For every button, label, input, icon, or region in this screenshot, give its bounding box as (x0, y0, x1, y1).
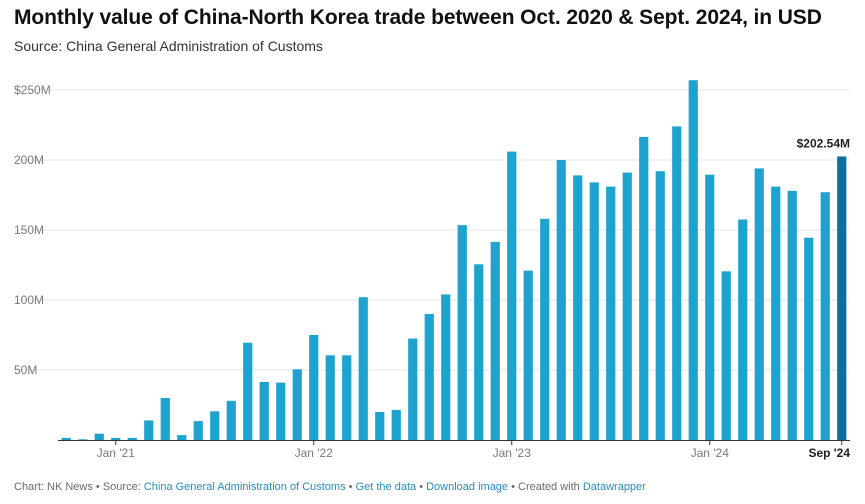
download-image-link[interactable]: Download image (426, 481, 509, 493)
bar (705, 174, 715, 440)
created-with-label: Created with (518, 481, 580, 493)
bar (837, 156, 847, 440)
bar (292, 369, 302, 440)
bar (94, 433, 104, 440)
bar (177, 435, 187, 440)
footer-source-prefix: Source: (102, 481, 141, 493)
bar (61, 437, 71, 440)
y-tick-label: 200M (14, 153, 44, 167)
bar (325, 355, 335, 440)
x-tick-label: Jan '21 (97, 446, 136, 460)
datawrapper-link[interactable]: Datawrapper (582, 481, 646, 493)
bar (804, 237, 814, 440)
bar (375, 412, 385, 440)
bar (573, 175, 583, 440)
footer-separator: • (511, 481, 515, 493)
bar (78, 439, 88, 440)
bar (738, 219, 748, 440)
bar (688, 80, 698, 440)
bar (309, 335, 319, 440)
x-tick-label: Sep '24 (808, 446, 850, 460)
bar (672, 126, 682, 441)
bar (820, 192, 830, 440)
bar (655, 171, 665, 440)
bar (243, 342, 253, 440)
bar (589, 182, 599, 440)
bar (358, 297, 368, 440)
bar (259, 381, 269, 440)
y-tick-label: 50M (14, 363, 37, 377)
bar (787, 190, 797, 440)
bar (144, 420, 154, 440)
bar (639, 136, 649, 440)
bar (507, 151, 517, 440)
bar (127, 437, 137, 440)
get-data-link[interactable]: Get the data (355, 481, 417, 493)
bar (210, 411, 220, 440)
bar (523, 270, 533, 440)
bar (193, 421, 203, 440)
bar (771, 186, 781, 440)
y-tick-label: 150M (14, 223, 44, 237)
bar (342, 355, 352, 440)
chart-footer: Chart: NK News • Source: China General A… (14, 481, 646, 493)
bar (606, 186, 616, 440)
bar (408, 338, 418, 440)
bar (111, 437, 121, 440)
source-link[interactable]: China General Administration of Customs (143, 481, 346, 493)
footer-separator: • (348, 481, 353, 493)
x-tick-label: Jan '22 (295, 446, 334, 460)
bar (276, 382, 286, 440)
bar (391, 409, 401, 440)
footer-separator: • (95, 481, 100, 493)
y-tick-label: 100M (14, 293, 44, 307)
bar (226, 400, 236, 440)
bar (441, 294, 451, 440)
x-tick-label: Jan '24 (691, 446, 730, 460)
y-tick-label: $250M (14, 83, 51, 97)
bar (540, 218, 550, 440)
value-annotation: $202.54M (797, 136, 850, 150)
bar (457, 225, 467, 440)
bar (556, 160, 566, 440)
chart-subtitle: Source: China General Administration of … (14, 38, 323, 54)
footer-separator: • (419, 481, 424, 493)
bar (424, 314, 434, 440)
x-tick-label: Jan '23 (493, 446, 532, 460)
bar (721, 271, 731, 440)
bar (474, 264, 484, 440)
bar (160, 398, 170, 440)
bar (754, 168, 764, 440)
bar-chart: $250M 200M 150M 100M 50M Jan '21 Jan '22 Jan '2… (14, 80, 850, 460)
chart-title: Monthly value of China-North Korea trade… (14, 6, 822, 29)
bar (622, 172, 632, 440)
footer-credit: Chart: NK News (14, 481, 93, 493)
bar (490, 241, 500, 440)
